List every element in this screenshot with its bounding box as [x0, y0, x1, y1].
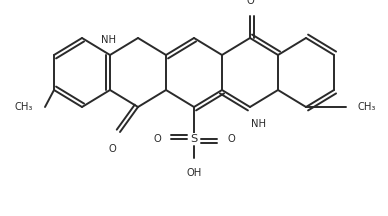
Text: CH₃: CH₃	[358, 102, 376, 112]
Text: O: O	[153, 134, 161, 144]
Text: CH₃: CH₃	[15, 102, 33, 112]
Text: O: O	[246, 0, 254, 6]
Text: NH: NH	[100, 35, 116, 45]
Text: S: S	[191, 134, 197, 144]
Text: O: O	[108, 144, 116, 154]
Text: NH: NH	[251, 119, 265, 129]
Text: OH: OH	[186, 168, 202, 178]
Text: O: O	[227, 134, 235, 144]
